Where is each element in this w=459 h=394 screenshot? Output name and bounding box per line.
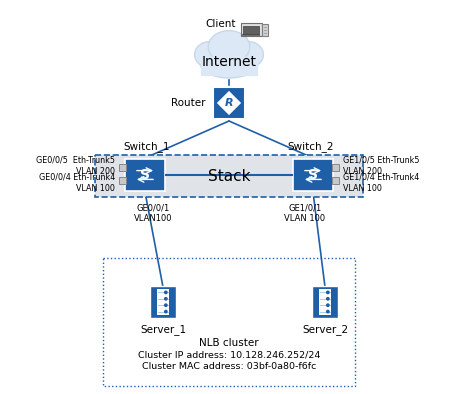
Text: GE0/0/1
VLAN100: GE0/0/1 VLAN100: [134, 203, 172, 223]
Circle shape: [327, 291, 329, 294]
FancyBboxPatch shape: [119, 164, 126, 171]
Text: Switch_2: Switch_2: [288, 141, 334, 152]
Text: Client: Client: [206, 19, 236, 29]
FancyBboxPatch shape: [332, 177, 339, 184]
Circle shape: [165, 310, 167, 313]
FancyBboxPatch shape: [332, 164, 339, 171]
Text: NLB cluster: NLB cluster: [199, 338, 259, 348]
Text: GE0/0/5  Eth-Trunk5
VLAN 200: GE0/0/5 Eth-Trunk5 VLAN 200: [36, 156, 115, 177]
FancyBboxPatch shape: [150, 286, 176, 318]
Text: Server_1: Server_1: [140, 324, 186, 335]
Text: Internet: Internet: [202, 55, 257, 69]
Text: Cluster IP address: 10.128.246.252/24: Cluster IP address: 10.128.246.252/24: [138, 350, 320, 359]
FancyBboxPatch shape: [119, 177, 126, 184]
FancyBboxPatch shape: [319, 289, 331, 315]
FancyBboxPatch shape: [312, 286, 338, 318]
Circle shape: [327, 297, 329, 300]
Polygon shape: [216, 90, 242, 116]
FancyBboxPatch shape: [241, 23, 262, 36]
Text: GE1/0/5 Eth-Trunk5
VLAN 200: GE1/0/5 Eth-Trunk5 VLAN 200: [343, 156, 420, 177]
Text: GE0/0/4 Eth-Trunk4
VLAN 100: GE0/0/4 Eth-Trunk4 VLAN 100: [39, 173, 115, 193]
Circle shape: [165, 297, 167, 300]
FancyBboxPatch shape: [201, 57, 257, 75]
FancyBboxPatch shape: [293, 159, 333, 191]
Ellipse shape: [200, 49, 258, 78]
Text: S: S: [308, 168, 318, 182]
FancyBboxPatch shape: [103, 258, 355, 386]
Text: Router: Router: [170, 98, 205, 108]
FancyBboxPatch shape: [125, 159, 165, 191]
FancyBboxPatch shape: [157, 289, 169, 315]
Text: Switch_1: Switch_1: [124, 141, 170, 152]
Text: R: R: [225, 98, 233, 108]
Circle shape: [165, 304, 167, 307]
Text: GE1/0/4 Eth-Trunk4
VLAN 100: GE1/0/4 Eth-Trunk4 VLAN 100: [343, 173, 419, 193]
Circle shape: [165, 291, 167, 294]
Text: Cluster MAC address: 03bf-0a80-f6fc: Cluster MAC address: 03bf-0a80-f6fc: [142, 362, 316, 371]
Ellipse shape: [208, 31, 250, 63]
Text: GE1/0/1
VLAN 100: GE1/0/1 VLAN 100: [285, 203, 325, 223]
FancyBboxPatch shape: [95, 155, 363, 197]
FancyBboxPatch shape: [213, 87, 245, 119]
Text: S: S: [140, 168, 150, 182]
FancyBboxPatch shape: [262, 24, 269, 36]
Text: Stack: Stack: [208, 169, 250, 184]
Ellipse shape: [195, 42, 225, 68]
Circle shape: [327, 310, 329, 313]
FancyBboxPatch shape: [243, 26, 259, 34]
Ellipse shape: [233, 42, 263, 68]
Text: Server_2: Server_2: [302, 324, 348, 335]
Circle shape: [327, 304, 329, 307]
